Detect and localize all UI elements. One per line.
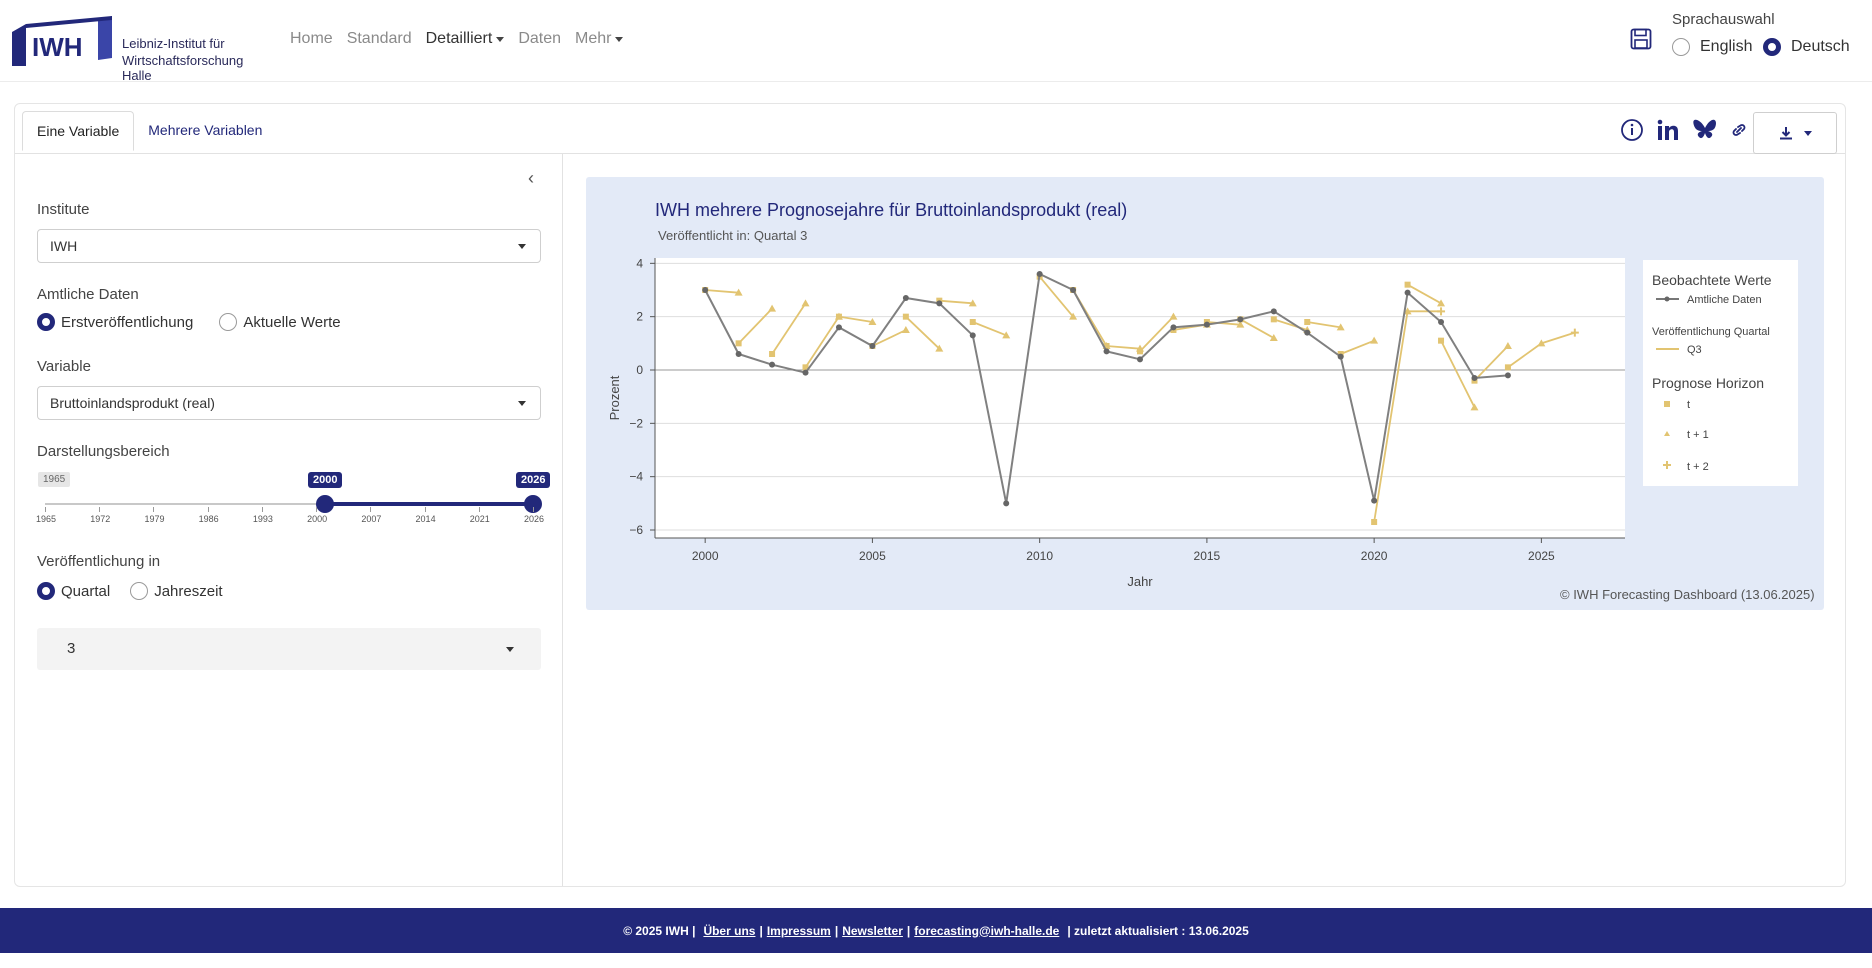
footer: © 2025 IWH | Über uns | Impressum | News… — [0, 908, 1872, 953]
info-icon[interactable] — [1620, 118, 1644, 142]
chart-subtitle: Veröffentlicht in: Quartal 3 — [658, 228, 808, 243]
logo-line2: Wirtschaftsforschung Halle — [122, 53, 244, 83]
range-from-badge: 2000 — [308, 472, 343, 488]
institute-label: Institute — [37, 201, 90, 218]
variable-tabs: Eine Variable Mehrere Variablen — [22, 111, 276, 151]
range-tick — [207, 507, 209, 512]
range-tick-label: 1972 — [90, 514, 111, 524]
deutsch-label: Deutsch — [1791, 38, 1850, 55]
chevron-down-icon — [1804, 130, 1812, 136]
darstellungsbereich-label: Darstellungsbereich — [37, 443, 170, 460]
chevron-down-icon — [518, 401, 526, 406]
sidebar — [15, 154, 563, 886]
chevron-down-icon — [615, 36, 624, 42]
range-tick-label: 2014 — [415, 514, 436, 524]
range-tick-label: 2000 — [307, 514, 328, 524]
variable-value: Bruttoinlandsprodukt (real) — [50, 395, 215, 411]
logo-brand-text: IWH — [32, 32, 83, 62]
bluesky-icon[interactable] — [1692, 118, 1718, 142]
range-tick — [424, 507, 426, 512]
language-title: Sprachauswahl — [1672, 11, 1775, 28]
range-to-badge: 2026 — [516, 472, 551, 488]
range-to-handle[interactable] — [524, 495, 542, 513]
nav-standard[interactable]: Standard — [346, 30, 412, 47]
aktuelle-werte-label: Aktuelle Werte — [243, 313, 341, 331]
institute-select[interactable]: IWH — [37, 229, 541, 263]
nav-home[interactable]: Home — [290, 30, 333, 47]
veroeffentlichung-label: Veröffentlichung in — [37, 553, 161, 570]
language-deutsch-option[interactable]: Deutsch — [1763, 38, 1850, 56]
share-toolbar — [1620, 118, 1748, 142]
range-tick-label: 1979 — [144, 514, 165, 524]
tab-eine-variable[interactable]: Eine Variable — [22, 111, 135, 151]
footer-newsletter-link[interactable]: Newsletter — [842, 923, 903, 938]
nav-mehr[interactable]: Mehr — [575, 30, 624, 48]
quartal-radio[interactable] — [37, 582, 55, 600]
range-tick — [316, 507, 318, 512]
range-tick-label: 1986 — [198, 514, 219, 524]
range-from-handle[interactable] — [316, 495, 334, 513]
nav-detailliert[interactable]: Detailliert — [426, 30, 505, 48]
footer-email-link[interactable]: forecasting@iwh-halle.de — [914, 923, 1060, 938]
nav-daten[interactable]: Daten — [518, 30, 562, 47]
navbar: IWH Leibniz-Institut für Wirtschaftsfors… — [0, 0, 1872, 83]
footer-impressum-link[interactable]: Impressum — [766, 923, 831, 938]
amtliche-daten-radio-group: Erstveröffentlichung Aktuelle Werte — [37, 313, 341, 331]
iwh-logo[interactable]: IWH Leibniz-Institut für Wirtschaftsfors… — [12, 14, 272, 83]
link-icon[interactable] — [1730, 121, 1748, 139]
english-label: English — [1700, 38, 1753, 55]
chevron-down-icon — [518, 244, 526, 249]
jahreszeit-label: Jahreszeit — [154, 582, 223, 600]
footer-copyright: © 2025 IWH | — [623, 923, 696, 938]
range-tick-label: 2021 — [469, 514, 490, 524]
range-tick — [478, 507, 480, 512]
tab-divider — [15, 153, 1845, 154]
range-tick-label: 1993 — [252, 514, 273, 524]
iwh-logo-mark: IWH — [12, 16, 112, 66]
range-min-badge: 1965 — [38, 472, 71, 487]
quartal-label: Quartal — [61, 582, 111, 600]
save-icon[interactable] — [1630, 28, 1652, 50]
collapse-sidebar-icon[interactable]: ‹ — [528, 168, 534, 188]
range-tick — [261, 507, 263, 512]
erstveroeffentlichung-radio[interactable] — [37, 313, 55, 331]
institute-value: IWH — [50, 238, 78, 254]
nav-mehr-label: Mehr — [575, 30, 612, 47]
chevron-down-icon — [506, 647, 514, 652]
chevron-down-icon — [496, 36, 505, 42]
range-tick-label: 1965 — [36, 514, 57, 524]
quarter-select[interactable]: 3 — [37, 628, 541, 670]
footer-updated: | zuletzt aktualisiert : 13.06.2025 — [1067, 923, 1249, 938]
range-tick-label: 2007 — [361, 514, 382, 524]
variable-label: Variable — [37, 358, 91, 375]
chart-title: IWH mehrere Prognosejahre für Bruttoinla… — [655, 200, 1128, 220]
range-slider-selection — [324, 502, 532, 506]
jahreszeit-radio[interactable] — [130, 582, 149, 600]
range-tick — [45, 507, 46, 512]
download-button[interactable] — [1753, 112, 1837, 154]
english-radio[interactable] — [1672, 38, 1690, 56]
range-tick-label: 2026 — [524, 514, 545, 524]
deutsch-radio[interactable] — [1763, 38, 1781, 56]
footer-about-link[interactable]: Über uns — [703, 923, 756, 938]
download-icon — [1780, 127, 1792, 140]
linkedin-icon[interactable] — [1656, 118, 1680, 142]
range-slider-track[interactable] — [45, 503, 533, 505]
variable-select[interactable]: Bruttoinlandsprodukt (real) — [37, 386, 541, 420]
range-tick — [153, 507, 155, 512]
tab-mehrere-variablen[interactable]: Mehrere Variablen — [148, 122, 263, 138]
range-tick — [533, 507, 534, 512]
language-english-option[interactable]: English — [1672, 38, 1752, 56]
erstveroeffentlichung-label: Erstveröffentlichung — [61, 313, 194, 331]
quarter-value: 3 — [67, 640, 76, 657]
range-tick — [370, 507, 372, 512]
amtliche-daten-label: Amtliche Daten — [37, 286, 139, 303]
chart-copyright: © IWH Forecasting Dashboard (13.06.2025) — [1560, 587, 1815, 602]
nav-detailliert-label: Detailliert — [425, 30, 493, 47]
range-tick — [99, 507, 101, 512]
veroeffentlichung-radio-group: Quartal Jahreszeit — [37, 582, 223, 600]
aktuelle-werte-radio[interactable] — [219, 313, 238, 331]
main-nav: Home Standard Detailliert Daten Mehr — [290, 30, 624, 48]
logo-line1: Leibniz-Institut für — [122, 36, 225, 51]
